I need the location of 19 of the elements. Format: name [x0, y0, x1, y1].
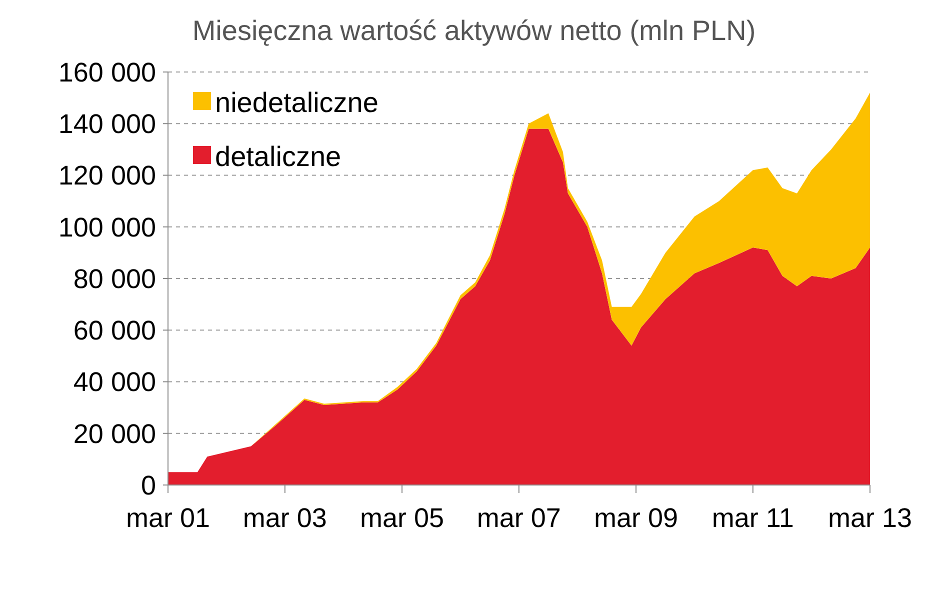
y-tick-label: 80 000	[73, 264, 156, 294]
x-tick-label: mar 03	[242, 503, 327, 533]
x-tick-label: mar 13	[828, 503, 912, 533]
x-tick-label: mar 09	[594, 503, 678, 533]
x-tick-label: mar 05	[360, 503, 444, 533]
y-tick-label: 120 000	[58, 160, 156, 191]
legend-label: detaliczne	[215, 140, 342, 172]
y-tick-label: 160 000	[58, 57, 156, 88]
chart-title: Miesięczna wartość aktywów netto (mln PLN)	[192, 15, 756, 46]
x-tick-label: mar 07	[476, 503, 561, 533]
y-tick-label: 140 000	[58, 109, 156, 140]
y-tick-label: 60 000	[73, 316, 156, 346]
x-tick-label: mar 01	[126, 503, 210, 533]
legend-label: niedetaliczne	[215, 86, 378, 118]
y-tick-label: 40 000	[73, 367, 156, 398]
y-tick-label: 0	[140, 470, 156, 500]
x-tick-label: mar 11	[712, 503, 794, 533]
y-tick-label: 20 000	[73, 418, 156, 449]
y-tick-label: 100 000	[58, 212, 156, 242]
